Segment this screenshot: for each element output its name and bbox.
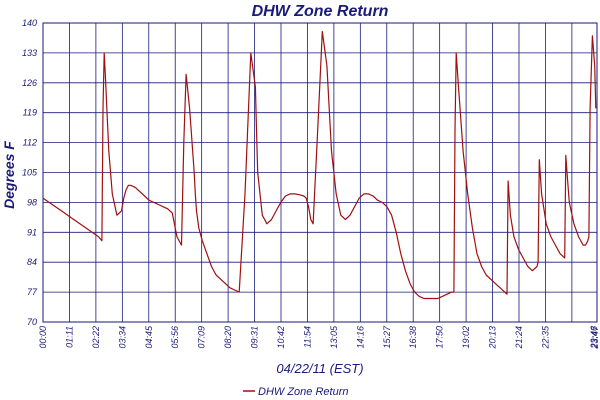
y-axis-label: Degrees F xyxy=(1,141,17,209)
y-tick-label: 70 xyxy=(27,317,37,327)
y-tick-label: 112 xyxy=(23,138,37,148)
x-tick-label: 23:47 xyxy=(590,325,600,350)
x-tick-label: 08:20 xyxy=(223,326,233,349)
x-tick-label: 09:31 xyxy=(250,326,260,349)
x-tick-label: 21:24 xyxy=(514,326,524,350)
x-tick-label: 04:45 xyxy=(144,325,154,349)
y-tick-label: 77 xyxy=(27,287,38,297)
series-line-dhw-zone-return xyxy=(42,30,597,300)
y-tick-label: 105 xyxy=(22,168,38,178)
x-axis-label: 04/22/11 (EST) xyxy=(276,361,363,376)
y-tick-label: 119 xyxy=(23,108,37,118)
x-tick-label: 14:16 xyxy=(355,326,365,349)
x-tick-label: 16:38 xyxy=(408,326,418,349)
x-ticks: 00:00 01:11 02:22 03:34 04:45 05:56 07:09 08:20… xyxy=(38,325,600,350)
x-tick-label: 11:54 xyxy=(302,326,312,348)
x-tick-label: 22:35 xyxy=(540,325,550,350)
x-tick-label: 10:42 xyxy=(276,326,286,349)
y-tick-label: 133 xyxy=(22,48,37,58)
legend-label: DHW Zone Return xyxy=(258,386,348,398)
x-tick-label: 01:11 xyxy=(64,326,74,348)
x-tick-label: 02:22 xyxy=(91,326,101,349)
series-group xyxy=(42,30,597,300)
x-tick-label: 15:27 xyxy=(382,325,392,349)
y-tick-label: 126 xyxy=(22,78,37,88)
legend: DHW Zone Return xyxy=(243,386,348,398)
x-tick-label: 00:00 xyxy=(38,326,48,349)
y-ticks: 70 77 84 91 98 105 112 119 126 133 140 xyxy=(22,18,38,327)
y-tick-label: 98 xyxy=(27,197,37,207)
x-tick-label: 05:56 xyxy=(170,326,180,349)
y-tick-label: 91 xyxy=(27,227,37,237)
x-tick-label: 03:34 xyxy=(117,326,127,349)
x-tick-label: 17:50 xyxy=(435,326,445,349)
x-tick-label: 13:05 xyxy=(329,325,339,349)
y-tick-label: 84 xyxy=(27,257,37,267)
x-tick-label: 20:13 xyxy=(488,326,498,350)
x-tick-label: 19:02 xyxy=(461,326,471,349)
chart-title: DHW Zone Return xyxy=(252,3,389,20)
y-tick-label: 140 xyxy=(22,18,37,28)
x-tick-label: 07:09 xyxy=(197,326,207,349)
x-tick-label: 23:46 xyxy=(589,326,599,350)
